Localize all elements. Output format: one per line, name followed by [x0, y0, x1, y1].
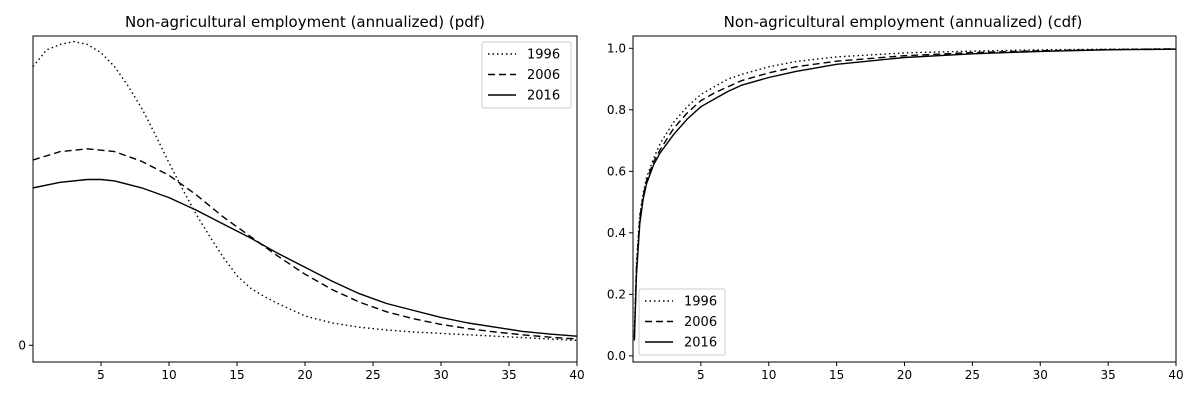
y-axis: 0.0 0.2 0.4 0.6 0.8 1.0	[607, 41, 633, 363]
chart-title: Non-agricultural employment (annualized)…	[125, 13, 485, 31]
y-tick-label: 0.8	[607, 103, 626, 117]
pdf-chart: Non-agricultural employment (annualized)…	[18, 13, 584, 382]
x-axis: 5 10 15 20 25 30 35 40	[697, 362, 1184, 382]
x-tick-label: 40	[569, 368, 584, 382]
x-tick-label: 20	[297, 368, 312, 382]
legend: 1996 2006 2016	[481, 41, 572, 109]
x-axis: 5 10 15 20 25 30 35 40	[97, 362, 585, 382]
chart-title: Non-agricultural employment (annualized)…	[724, 13, 1083, 31]
x-tick-label: 35	[1100, 368, 1115, 382]
legend-label: 2016	[527, 89, 560, 104]
series-group	[633, 48, 1176, 341]
x-tick-label: 20	[897, 368, 912, 382]
series-line-2016	[33, 178, 577, 337]
y-tick-label: 0.0	[607, 349, 626, 363]
legend-label: 1996	[684, 295, 717, 310]
legend-box	[638, 288, 726, 356]
x-tick-label: 25	[365, 368, 380, 382]
y-tick-label: 0.4	[607, 226, 626, 240]
y-tick-label: 0.2	[607, 287, 626, 301]
x-tick-label: 5	[97, 368, 105, 382]
y-tick-label: 0	[18, 338, 26, 352]
y-axis: 0	[18, 338, 33, 352]
x-tick-label: 15	[829, 368, 844, 382]
series-line-2016	[633, 48, 1176, 341]
y-tick-label: 1.0	[607, 41, 626, 55]
x-tick-label: 15	[229, 368, 244, 382]
legend-label: 2016	[684, 336, 717, 351]
cdf-chart: Non-agricultural employment (annualized)…	[607, 13, 1184, 382]
legend-label: 2006	[684, 315, 717, 330]
legend: 1996 2006 2016	[638, 288, 726, 356]
legend-box	[481, 41, 572, 109]
x-tick-label: 35	[501, 368, 516, 382]
x-tick-label: 25	[965, 368, 980, 382]
x-tick-label: 10	[761, 368, 776, 382]
series-line-1996	[33, 40, 577, 342]
x-tick-label: 5	[697, 368, 705, 382]
legend-label: 2006	[527, 68, 560, 83]
legend-label: 1996	[527, 48, 560, 63]
x-tick-label: 30	[433, 368, 448, 382]
x-tick-label: 30	[1033, 368, 1048, 382]
series-line-2006	[33, 148, 577, 340]
x-tick-label: 40	[1168, 368, 1183, 382]
y-tick-label: 0.6	[607, 164, 626, 178]
x-tick-label: 10	[161, 368, 176, 382]
series-line-1996	[633, 48, 1176, 332]
series-group	[33, 40, 577, 342]
